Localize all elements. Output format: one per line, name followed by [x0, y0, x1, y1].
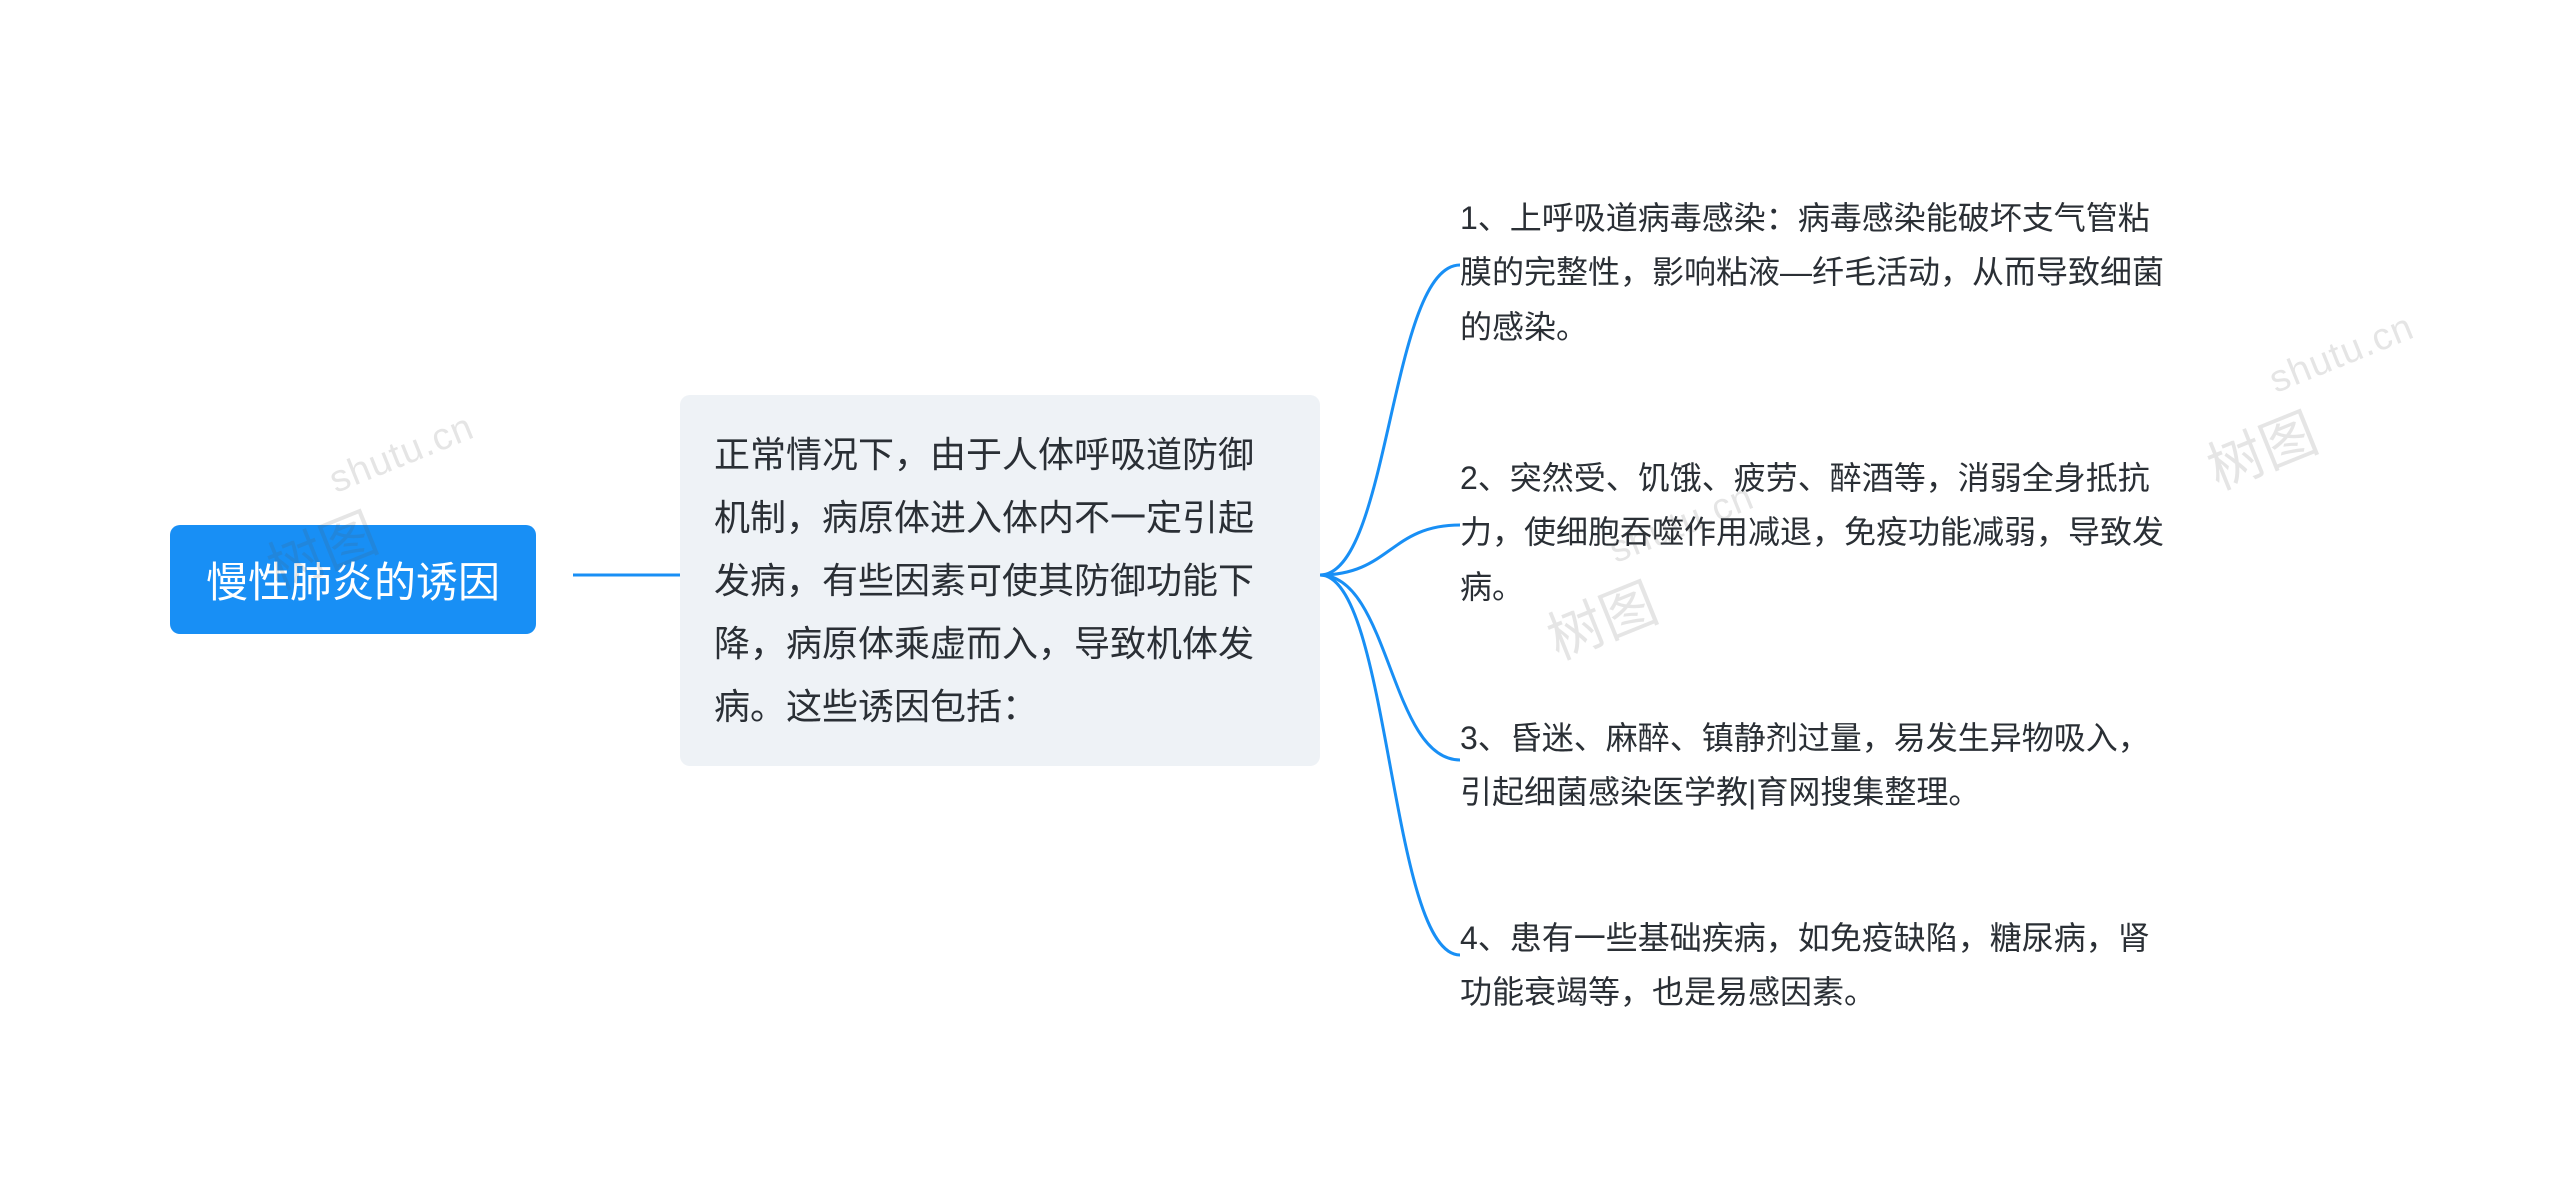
connector-intro-leaf-3 — [1320, 575, 1460, 760]
mindmap-container: 慢性肺炎的诱因 正常情况下，由于人体呼吸道防御机制，病原体进入体内不一定引起发病… — [0, 0, 2560, 1194]
root-label: 慢性肺炎的诱因 — [206, 559, 500, 606]
connector-intro-leaf-4 — [1320, 575, 1460, 955]
leaf-text-2: 2、突然受、饥饿、疲劳、醉酒等，消弱全身抵抗力，使细胞吞噬作用减退，免疫功能减弱… — [1460, 460, 2164, 605]
leaf-node-3[interactable]: 3、昏迷、麻醉、镇静剂过量，易发生异物吸入，引起细菌感染医学教|育网搜集整理。 — [1460, 705, 2180, 826]
watermark-3-top: shutu.cn — [2263, 306, 2420, 403]
watermark-3-bottom: 树图 — [2194, 340, 2448, 506]
intro-node[interactable]: 正常情况下，由于人体呼吸道防御机制，病原体进入体内不一定引起发病，有些因素可使其… — [680, 395, 1320, 766]
leaf-node-2[interactable]: 2、突然受、饥饿、疲劳、醉酒等，消弱全身抵抗力，使细胞吞噬作用减退，免疫功能减弱… — [1460, 445, 2180, 620]
leaf-node-4[interactable]: 4、患有一些基础疾病，如免疫缺陷，糖尿病，肾功能衰竭等，也是易感因素。 — [1460, 905, 2180, 1026]
leaf-text-4: 4、患有一些基础疾病，如免疫缺陷，糖尿病，肾功能衰竭等，也是易感因素。 — [1460, 920, 2150, 1010]
root-node[interactable]: 慢性肺炎的诱因 — [170, 525, 536, 634]
leaf-text-3: 3、昏迷、麻醉、镇静剂过量，易发生异物吸入，引起细菌感染医学教|育网搜集整理。 — [1460, 720, 2150, 810]
leaf-node-1[interactable]: 1、上呼吸道病毒感染：病毒感染能破坏支气管粘膜的完整性，影响粘液—纤毛活动，从而… — [1460, 185, 2180, 360]
intro-text: 正常情况下，由于人体呼吸道防御机制，病原体进入体内不一定引起发病，有些因素可使其… — [714, 434, 1254, 727]
leaf-text-1: 1、上呼吸道病毒感染：病毒感染能破坏支气管粘膜的完整性，影响粘液—纤毛活动，从而… — [1460, 200, 2164, 345]
connector-intro-leaf-1 — [1320, 265, 1460, 575]
connector-intro-leaf-2 — [1320, 525, 1460, 575]
watermark-3: shutu.cn 树图 — [2263, 306, 2448, 472]
watermark-1-top: shutu.cn — [323, 406, 480, 503]
